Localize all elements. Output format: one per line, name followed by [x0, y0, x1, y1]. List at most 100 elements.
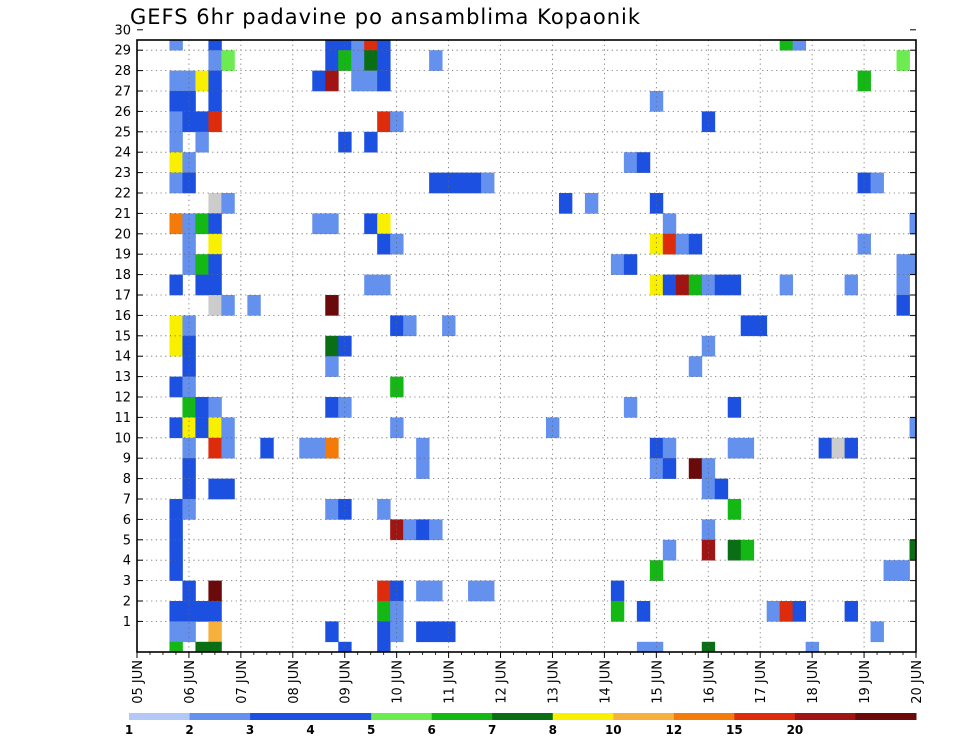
y-tick-label: 14 [114, 350, 131, 365]
heatmap-cell [584, 193, 599, 214]
y-tick-label: 16 [114, 309, 131, 324]
heatmap-cell [636, 152, 651, 173]
heatmap-cell [364, 50, 378, 71]
colorbar-swatch [855, 713, 917, 720]
heatmap-cell [701, 539, 716, 561]
heatmap-cell [403, 519, 417, 541]
heatmap-cell [169, 560, 183, 581]
x-tick-label: 17 JUN [754, 660, 769, 704]
heatmap-cell [351, 50, 365, 71]
heatmap-cell [390, 233, 404, 255]
heatmap-cell [429, 580, 443, 602]
heatmap-cell [195, 111, 209, 133]
colorbar-swatch [189, 713, 251, 720]
heatmap-cell [740, 315, 755, 337]
heatmap-cell [208, 295, 222, 316]
colorbar-label: 1 [125, 723, 133, 737]
heatmap-cell [208, 233, 222, 255]
heatmap-cell [364, 131, 378, 153]
x-tick-label: 05 JUN [131, 660, 146, 704]
heatmap-cell [182, 356, 196, 377]
heatmap-cell [208, 580, 222, 602]
heatmap-cell [403, 315, 417, 337]
heatmap-cell [779, 601, 794, 622]
heatmap-cell [442, 621, 456, 643]
heatmap-cell [909, 417, 917, 439]
heatmap-cell [883, 560, 897, 581]
heatmap-cell [701, 111, 716, 133]
heatmap-cell [727, 274, 742, 296]
x-tick-label: 15 JUN [650, 660, 665, 704]
heatmap-cell [182, 601, 196, 622]
heatmap-cells [169, 40, 917, 653]
y-tick-label: 27 [114, 85, 131, 100]
heatmap-cell [429, 519, 443, 541]
heatmap-cell [182, 499, 196, 520]
y-tick-label: 11 [114, 411, 131, 426]
heatmap-cell [169, 40, 183, 51]
heatmap-cell [182, 417, 196, 439]
y-tick-label: 22 [114, 187, 131, 202]
heatmap-cell [675, 233, 690, 255]
heatmap-cell [208, 254, 222, 275]
heatmap-cell [416, 458, 430, 479]
heatmap-cell [831, 437, 845, 459]
heatmap-cell [662, 274, 677, 296]
heatmap-cell [649, 193, 664, 214]
heatmap-cell [195, 417, 209, 439]
heatmap-cell [649, 233, 664, 255]
x-tick-label: 18 JUN [806, 660, 821, 704]
y-tick-label: 4 [123, 554, 131, 569]
x-axis: 05 JUN 06 JUN 07 JUN 08 JUN 09 JUN 10 JUN 11 J… [131, 652, 925, 704]
colorbar-swatch [371, 713, 433, 720]
colorbar-swatch [673, 713, 735, 720]
x-tick-label: 09 JUN [339, 660, 354, 704]
y-tick-label: 2 [123, 595, 131, 610]
y-tick-label: 6 [123, 513, 131, 528]
heatmap-cell [338, 499, 352, 520]
heatmap-cell [610, 254, 625, 275]
heatmap-cell [844, 274, 858, 296]
colorbar-label: 2 [185, 723, 193, 737]
heatmap-cell [208, 274, 222, 296]
heatmap-cell [377, 213, 391, 235]
heatmap-cell [195, 601, 209, 622]
heatmap-cell [377, 621, 391, 643]
heatmap-cell [221, 417, 235, 439]
y-tick-label: 1 [123, 615, 131, 630]
heatmap-cell [662, 458, 677, 479]
heatmap-cell [182, 70, 196, 92]
heatmap-cell [325, 397, 339, 418]
heatmap-cell [909, 539, 917, 561]
heatmap-cell [688, 274, 703, 296]
heatmap-cell [208, 417, 222, 439]
heatmap-cell [169, 315, 183, 337]
heatmap-cell [325, 40, 339, 51]
heatmap-cell [364, 274, 378, 296]
heatmap-cell [195, 641, 209, 653]
heatmap-cell [221, 193, 235, 214]
heatmap-cell [325, 50, 339, 71]
x-tick-label: 08 JUN [287, 660, 302, 704]
x-tick-label: 20 JUN [910, 660, 925, 704]
y-tick-label: 13 [114, 370, 131, 385]
heatmap-cell [662, 437, 677, 459]
heatmap-cell [208, 437, 222, 459]
heatmap-cell [338, 131, 352, 153]
heatmap-cell [662, 539, 677, 561]
heatmap-cell [312, 437, 326, 459]
heatmap-cell [662, 213, 677, 235]
heatmap-cell [182, 376, 196, 398]
heatmap-cell [364, 40, 378, 51]
heatmap-cell [390, 621, 404, 643]
y-tick-label: 7 [123, 493, 131, 508]
heatmap-cell [844, 437, 858, 459]
x-tick-label: 11 JUN [443, 660, 458, 704]
x-tick-label: 07 JUN [235, 660, 250, 704]
heatmap-cell [169, 621, 183, 643]
heatmap-cell [390, 315, 404, 337]
y-tick-label: 30 [114, 23, 131, 38]
colorbar-swatch [552, 713, 614, 720]
heatmap-cell [195, 131, 209, 153]
